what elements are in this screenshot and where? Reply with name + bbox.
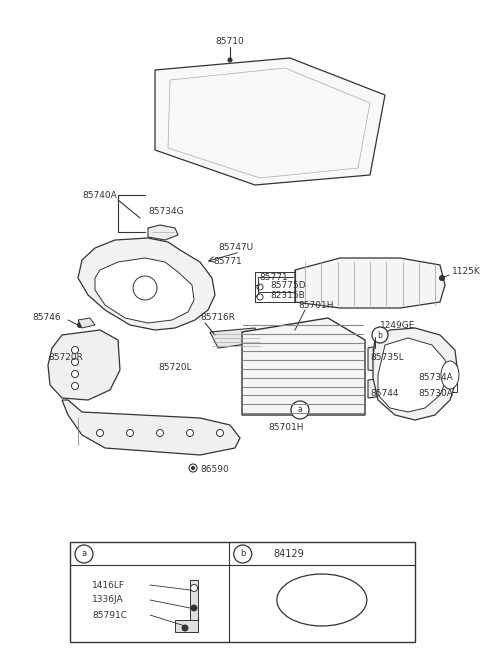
- Circle shape: [216, 430, 224, 436]
- Circle shape: [77, 322, 83, 328]
- Text: 85734A: 85734A: [418, 373, 453, 383]
- Text: b: b: [240, 550, 245, 559]
- FancyBboxPatch shape: [415, 382, 457, 392]
- Polygon shape: [155, 58, 385, 185]
- Text: 86590: 86590: [200, 466, 229, 474]
- Polygon shape: [190, 580, 198, 628]
- Circle shape: [189, 464, 197, 472]
- Polygon shape: [48, 330, 120, 400]
- Circle shape: [187, 430, 193, 436]
- Text: 85746: 85746: [32, 314, 60, 322]
- Ellipse shape: [441, 361, 459, 389]
- Polygon shape: [78, 318, 95, 328]
- Polygon shape: [148, 225, 178, 240]
- Circle shape: [234, 545, 252, 563]
- Circle shape: [291, 401, 309, 419]
- Text: a: a: [298, 405, 302, 415]
- Polygon shape: [78, 238, 215, 330]
- Text: 85740A: 85740A: [82, 191, 117, 200]
- Text: 1416LF: 1416LF: [92, 580, 125, 590]
- Circle shape: [72, 383, 79, 390]
- Text: 85771: 85771: [259, 272, 288, 282]
- Polygon shape: [62, 400, 240, 455]
- Circle shape: [127, 430, 133, 436]
- Polygon shape: [373, 328, 458, 420]
- Text: 85701H: 85701H: [298, 301, 334, 310]
- Text: 85701H: 85701H: [268, 424, 304, 432]
- Circle shape: [228, 58, 232, 62]
- Polygon shape: [368, 375, 418, 398]
- Circle shape: [191, 584, 197, 591]
- Circle shape: [156, 430, 164, 436]
- Text: 85720R: 85720R: [48, 354, 83, 362]
- Ellipse shape: [277, 574, 367, 626]
- FancyBboxPatch shape: [70, 542, 415, 642]
- Polygon shape: [175, 620, 198, 632]
- Circle shape: [75, 545, 93, 563]
- Circle shape: [96, 430, 104, 436]
- Circle shape: [191, 605, 197, 611]
- Text: 85747U: 85747U: [218, 242, 253, 252]
- Circle shape: [72, 346, 79, 354]
- Circle shape: [182, 625, 188, 631]
- Polygon shape: [295, 258, 445, 308]
- Circle shape: [257, 284, 263, 290]
- Polygon shape: [368, 340, 418, 375]
- Circle shape: [372, 327, 388, 343]
- Text: 85771: 85771: [213, 257, 242, 267]
- Circle shape: [192, 466, 194, 470]
- Text: 85716R: 85716R: [200, 314, 235, 322]
- Text: 85710: 85710: [216, 37, 244, 47]
- Circle shape: [440, 276, 444, 280]
- Polygon shape: [242, 318, 365, 415]
- Polygon shape: [210, 328, 262, 348]
- Circle shape: [373, 348, 377, 352]
- Text: 82315B: 82315B: [270, 291, 305, 299]
- Text: 85775D: 85775D: [270, 280, 306, 290]
- Circle shape: [72, 371, 79, 377]
- Text: 85720L: 85720L: [158, 364, 192, 373]
- Circle shape: [133, 276, 157, 300]
- Text: 1249GE: 1249GE: [380, 320, 415, 329]
- Text: 85791C: 85791C: [92, 610, 127, 620]
- Text: 85734G: 85734G: [148, 208, 184, 217]
- Text: 1336JA: 1336JA: [92, 595, 124, 605]
- Text: a: a: [82, 550, 86, 559]
- Text: 84129: 84129: [273, 549, 304, 559]
- Text: b: b: [378, 331, 383, 339]
- Text: 1125KC: 1125KC: [452, 267, 480, 276]
- Text: 85744: 85744: [370, 388, 398, 398]
- Circle shape: [72, 358, 79, 365]
- Polygon shape: [378, 338, 447, 412]
- Circle shape: [373, 331, 377, 335]
- Text: 85730A: 85730A: [418, 388, 453, 398]
- Text: 85735L: 85735L: [370, 354, 404, 362]
- Circle shape: [257, 294, 263, 300]
- Polygon shape: [95, 258, 194, 323]
